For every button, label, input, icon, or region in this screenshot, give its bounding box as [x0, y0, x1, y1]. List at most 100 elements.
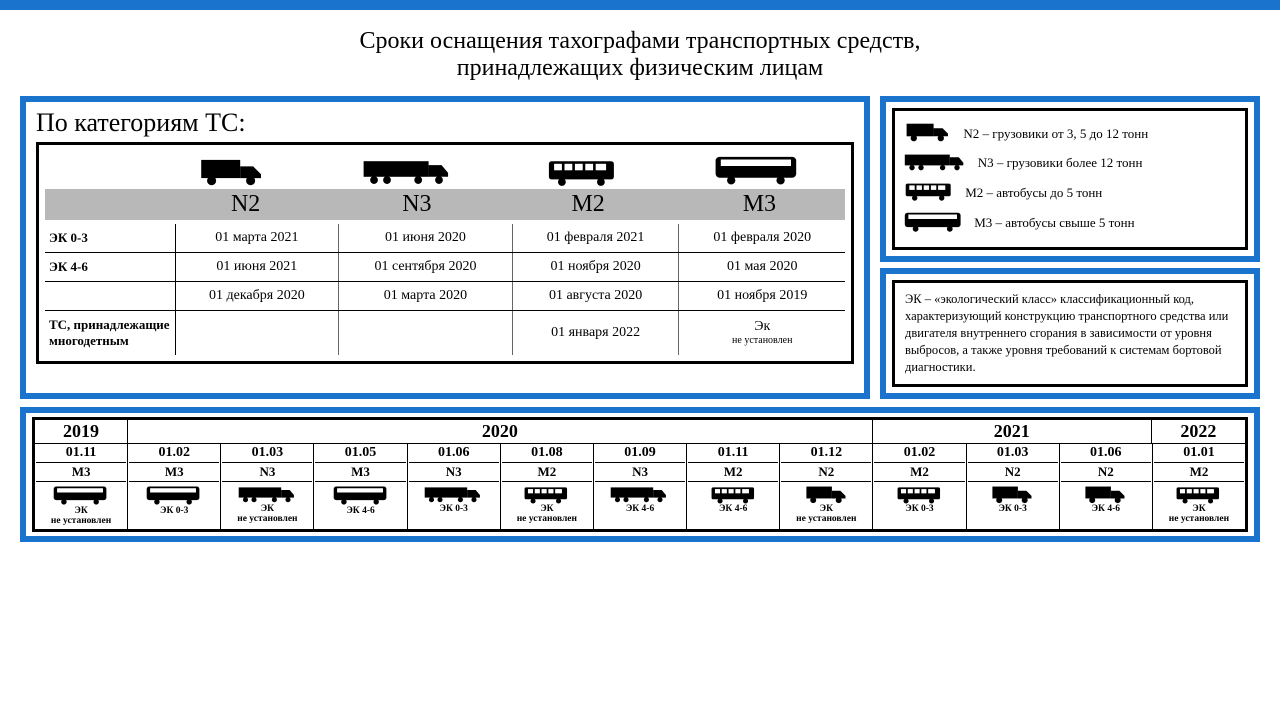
legend-icon: [903, 151, 968, 177]
legend-text: N3 – грузовики более 12 тонн: [978, 155, 1143, 171]
timeline-icon: [502, 482, 592, 505]
schedule-cell: 01 марта 2020: [339, 281, 513, 310]
timeline-box: 2019202020212022 01.11M3ЭКне установлен0…: [32, 417, 1248, 532]
schedule-table: ЭК 0-301 марта 202101 июня 2020 01 феврал…: [45, 224, 845, 355]
schedule-cell: 01 сентября 2020: [339, 252, 513, 281]
timeline-category: N3: [409, 463, 499, 482]
timeline-ek: ЭК 4-6: [1061, 505, 1151, 515]
category-icons-row: [45, 149, 845, 189]
timeline-category: M3: [36, 463, 126, 482]
timeline-cell: 01.03N2 ЭК 0-3: [967, 444, 1060, 529]
category-icon: [145, 156, 320, 187]
timeline-cell: 01.03N3 ЭКне установлен: [221, 444, 314, 529]
timeline-category: N3: [222, 463, 312, 482]
timeline-ek: ЭКне установлен: [36, 507, 126, 527]
title-block: Сроки оснащения тахографами транспортных…: [0, 10, 1280, 96]
timeline-icon: [968, 482, 1058, 505]
timeline-year: 2020: [128, 420, 873, 443]
categories-table-box: N2N3M2M3 ЭК 0-301 марта 202101 июня 2020…: [36, 142, 854, 364]
timeline-ek: ЭК 4-6: [315, 507, 405, 517]
timeline-category: N2: [1061, 463, 1151, 482]
timeline-date: 01.11: [36, 444, 126, 463]
timeline-category: N2: [968, 463, 1058, 482]
timeline-date: 01.03: [222, 444, 312, 463]
timeline-category: M2: [502, 463, 592, 482]
timeline-date: 01.05: [315, 444, 405, 463]
legend-text: M3 – автобусы свыше 5 тонн: [974, 215, 1134, 231]
schedule-cell: Экне установлен: [679, 310, 845, 355]
category-label: M3: [674, 191, 845, 218]
timeline-date: 01.12: [781, 444, 871, 463]
timeline-cell: 01.08M2 ЭКне установлен: [501, 444, 594, 529]
schedule-cell: 01 июня 2020: [339, 224, 513, 253]
timeline-ek: ЭК 4-6: [595, 505, 685, 515]
legend-row: M3 – автобусы свыше 5 тонн: [903, 210, 1237, 237]
timeline-ek: ЭК 4-6: [688, 505, 778, 515]
legend-icon: [903, 180, 955, 206]
timeline-icon: [1154, 482, 1244, 505]
timeline-ek: ЭК 0-3: [968, 505, 1058, 515]
timeline-date: 01.09: [595, 444, 685, 463]
schedule-cell: 01 августа 2020: [512, 281, 679, 310]
row-label: ТС, принадлежащие многодетным: [45, 310, 175, 355]
timeline-date: 01.08: [502, 444, 592, 463]
category-label: N3: [331, 191, 502, 218]
timeline-date: 01.02: [129, 444, 219, 463]
category-label: N2: [160, 191, 331, 218]
timeline-category: M2: [688, 463, 778, 482]
timeline-cell: 01.11M2 ЭК 4-6: [687, 444, 780, 529]
legend-icon: [903, 210, 964, 237]
timeline-icon: [1061, 482, 1151, 505]
schedule-cell: 01 ноября 2019: [679, 281, 845, 310]
title-line-1: Сроки оснащения тахографами транспортных…: [0, 28, 1280, 55]
timeline-icon: [595, 482, 685, 505]
timeline-icon: [315, 482, 405, 507]
schedule-cell: 01 мая 2020: [679, 252, 845, 281]
schedule-cell: 01 марта 2021: [175, 224, 339, 253]
legend-text: N2 – грузовики от 3, 5 до 12 тонн: [963, 126, 1148, 142]
timeline-icon: [874, 482, 964, 505]
schedule-cell: [175, 310, 339, 355]
timeline-icon: [36, 482, 126, 507]
timeline-cell: 01.02M2ЭК 0-3: [873, 444, 966, 529]
timeline-icon: [409, 482, 499, 505]
timeline-year: 2022: [1152, 420, 1245, 443]
timeline-icon: [688, 482, 778, 505]
row-label: ЭК 4-6: [45, 252, 175, 281]
legend-row: N3 – грузовики более 12 тонн: [903, 151, 1237, 177]
timeline-date: 01.02: [874, 444, 964, 463]
timeline-ek: ЭК 0-3: [874, 505, 964, 515]
schedule-cell: [339, 310, 513, 355]
timeline-category: M2: [1154, 463, 1244, 482]
subtitle: По категориям ТС:: [36, 108, 854, 138]
timeline-date: 01.03: [968, 444, 1058, 463]
timeline-cell: 01.01M2ЭКне установлен: [1153, 444, 1245, 529]
category-icon: [320, 156, 495, 187]
row-label: [45, 281, 175, 310]
timeline-ek: ЭКне установлен: [502, 505, 592, 525]
schedule-cell: 01 ноября 2020: [512, 252, 679, 281]
timeline-date: 01.06: [409, 444, 499, 463]
category-label: M2: [503, 191, 674, 218]
schedule-cell: 01 февраля 2020: [679, 224, 845, 253]
timeline-icon: [222, 482, 312, 505]
timeline-cell: 01.05M3 ЭК 4-6: [314, 444, 407, 529]
timeline-icon: [129, 482, 219, 507]
timeline-cell: 01.11M3 ЭКне установлен: [35, 444, 128, 529]
categories-frame: По категориям ТС: N2N3M2M3 ЭК 0-301 март…: [20, 96, 870, 399]
ek-definition: ЭК – «экологический класс» классификацио…: [892, 280, 1248, 386]
timeline-date: 01.11: [688, 444, 778, 463]
timeline-cell: 01.02M3ЭК 0-3: [128, 444, 221, 529]
category-icon: [495, 156, 670, 187]
timeline-ek: ЭКне установлен: [222, 505, 312, 525]
timeline-date: 01.06: [1061, 444, 1151, 463]
timeline-date: 01.01: [1154, 444, 1244, 463]
legend-box: N2 – грузовики от 3, 5 до 12 тонн N3 – гр…: [892, 108, 1248, 250]
legend-frame: N2 – грузовики от 3, 5 до 12 тонн N3 – гр…: [880, 96, 1260, 262]
top-accent-bar: [0, 0, 1280, 10]
schedule-cell: 01 декабря 2020: [175, 281, 339, 310]
timeline-cell: 01.12N2ЭКне установлен: [780, 444, 873, 529]
row-label: ЭК 0-3: [45, 224, 175, 253]
timeline-category: N3: [595, 463, 685, 482]
timeline-category: M3: [315, 463, 405, 482]
